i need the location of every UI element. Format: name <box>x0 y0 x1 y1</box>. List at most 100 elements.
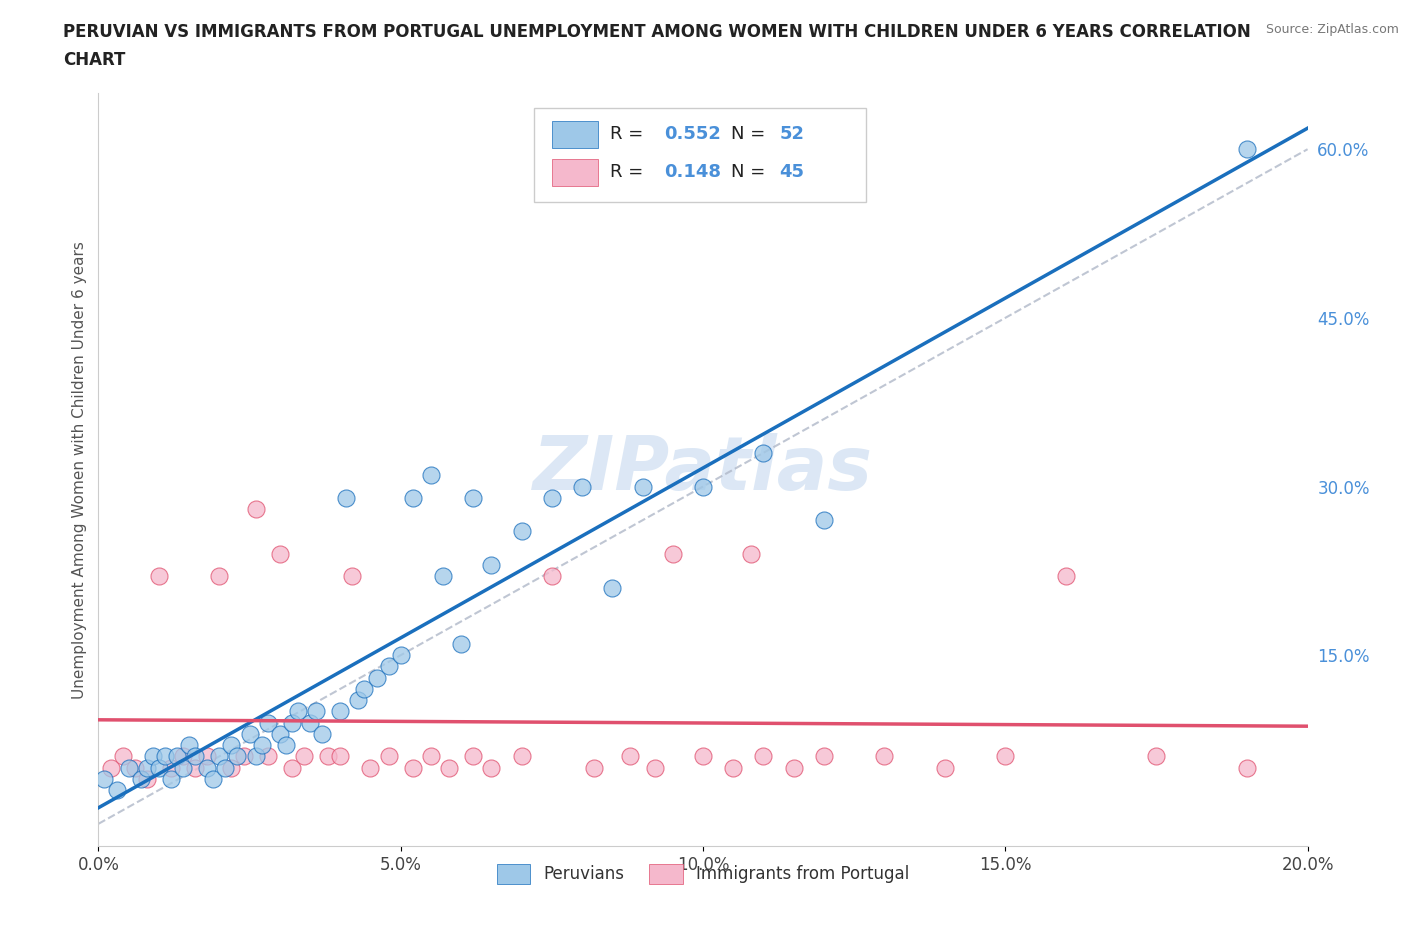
Point <box>195 760 218 775</box>
Point <box>221 760 243 775</box>
Point <box>1054 569 1077 584</box>
Point <box>342 569 364 584</box>
Point <box>281 760 304 775</box>
Text: ZIPatlas: ZIPatlas <box>533 433 873 506</box>
Bar <box>551 158 598 186</box>
Point <box>142 749 165 764</box>
Point <box>311 726 333 741</box>
Point <box>540 569 562 584</box>
Point <box>692 749 714 764</box>
Text: N =: N = <box>731 163 770 181</box>
Point <box>232 749 254 764</box>
Point <box>245 749 267 764</box>
Point <box>202 771 225 786</box>
Point <box>129 771 152 786</box>
Point <box>510 524 533 538</box>
Text: 0.148: 0.148 <box>664 163 721 181</box>
Point <box>135 760 157 775</box>
Text: Source: ZipAtlas.com: Source: ZipAtlas.com <box>1265 23 1399 36</box>
Point <box>287 704 309 719</box>
Point <box>214 760 236 775</box>
Point <box>463 749 485 764</box>
Point <box>245 501 267 516</box>
Point <box>292 749 315 764</box>
Point <box>347 693 370 708</box>
Point <box>329 704 352 719</box>
Point <box>437 760 460 775</box>
Point <box>631 479 654 494</box>
Text: CHART: CHART <box>63 51 125 69</box>
Point <box>221 737 243 752</box>
Point <box>752 749 775 764</box>
Point <box>93 771 115 786</box>
Point <box>432 569 454 584</box>
Point <box>239 726 262 741</box>
Point <box>450 636 472 651</box>
Point <box>420 749 443 764</box>
Point <box>226 749 249 764</box>
Text: N =: N = <box>731 126 770 143</box>
Point <box>389 647 412 662</box>
Text: 52: 52 <box>779 126 804 143</box>
Point <box>934 760 956 775</box>
Text: 0.552: 0.552 <box>664 126 721 143</box>
Point <box>510 749 533 764</box>
Point <box>723 760 745 775</box>
Point <box>813 749 835 764</box>
Point <box>377 749 399 764</box>
Point <box>269 547 291 562</box>
Point <box>813 512 835 527</box>
Point <box>353 682 375 697</box>
Point <box>583 760 606 775</box>
Point <box>873 749 896 764</box>
Point <box>269 726 291 741</box>
Text: PERUVIAN VS IMMIGRANTS FROM PORTUGAL UNEMPLOYMENT AMONG WOMEN WITH CHILDREN UNDE: PERUVIAN VS IMMIGRANTS FROM PORTUGAL UNE… <box>63 23 1251 41</box>
Point <box>420 468 443 483</box>
Point <box>299 715 322 730</box>
Point <box>740 547 762 562</box>
Point <box>135 771 157 786</box>
Point <box>305 704 328 719</box>
Point <box>250 737 273 752</box>
Point <box>153 749 176 764</box>
Point <box>602 580 624 595</box>
Text: R =: R = <box>610 163 650 181</box>
Point <box>118 760 141 775</box>
Point <box>1144 749 1167 764</box>
Point <box>316 749 339 764</box>
Point <box>148 760 170 775</box>
Point <box>208 749 231 764</box>
Bar <box>551 121 598 148</box>
Point <box>160 760 183 775</box>
Point <box>1236 760 1258 775</box>
Point <box>540 490 562 505</box>
Point <box>281 715 304 730</box>
Point <box>994 749 1017 764</box>
Point <box>360 760 382 775</box>
Point <box>256 749 278 764</box>
Point <box>160 771 183 786</box>
FancyBboxPatch shape <box>534 108 866 202</box>
Point <box>402 760 425 775</box>
Point <box>692 479 714 494</box>
Point <box>124 760 146 775</box>
Point <box>172 760 194 775</box>
Point <box>105 783 128 798</box>
Point <box>1236 141 1258 156</box>
Point <box>335 490 357 505</box>
Point <box>166 749 188 764</box>
Text: 45: 45 <box>779 163 804 181</box>
Point <box>366 671 388 685</box>
Point <box>571 479 593 494</box>
Point <box>377 659 399 674</box>
Point <box>481 558 503 573</box>
Point <box>752 445 775 460</box>
Point <box>274 737 297 752</box>
Point <box>329 749 352 764</box>
Point <box>208 569 231 584</box>
Point <box>184 749 207 764</box>
Point <box>148 569 170 584</box>
Point <box>463 490 485 505</box>
Point <box>111 749 134 764</box>
Point <box>783 760 806 775</box>
